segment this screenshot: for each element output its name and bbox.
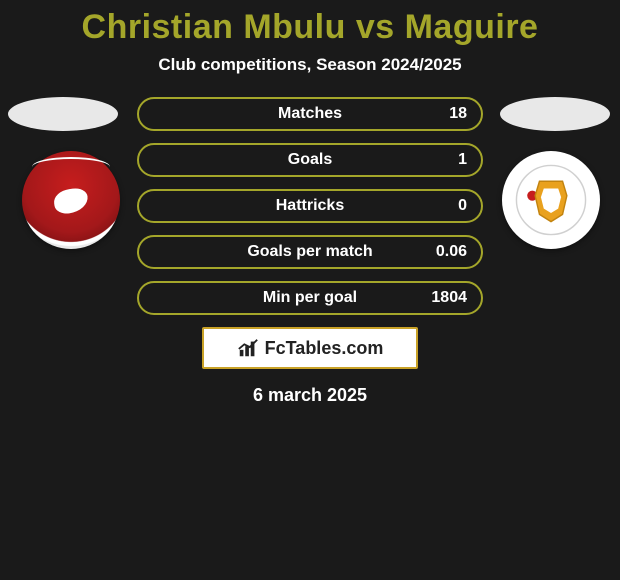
- player-right-oval: [500, 97, 610, 131]
- stat-label: Goals: [139, 151, 481, 169]
- stat-row: Goals1: [137, 143, 483, 177]
- stat-row: Matches18: [137, 97, 483, 131]
- comparison-title: Christian Mbulu vs Maguire: [0, 0, 620, 47]
- stat-label: Goals per match: [139, 243, 481, 261]
- comparison-date: 6 march 2025: [0, 385, 620, 406]
- watermark-text: FcTables.com: [265, 338, 384, 359]
- watermark: FcTables.com: [202, 327, 418, 369]
- stat-row: Goals per match0.06: [137, 235, 483, 269]
- stat-value-right: 1804: [431, 289, 467, 307]
- club-badge-right: [502, 151, 600, 249]
- content-area: Matches18 Goals1 Hattricks0 Goals per match…: [0, 97, 620, 406]
- stat-rows: Matches18 Goals1 Hattricks0 Goals per match…: [137, 97, 483, 315]
- stat-label: Hattricks: [139, 197, 481, 215]
- stat-row: Min per goal1804: [137, 281, 483, 315]
- stat-label: Min per goal: [139, 289, 481, 307]
- stat-label: Matches: [139, 105, 481, 123]
- stat-value-right: 0.06: [436, 243, 467, 261]
- stat-value-right: 18: [449, 105, 467, 123]
- club-badge-right-emblem: [515, 164, 587, 236]
- comparison-subtitle: Club competitions, Season 2024/2025: [0, 55, 620, 75]
- club-badge-left: [22, 151, 120, 249]
- player-left-oval: [8, 97, 118, 131]
- stat-value-right: 0: [458, 197, 467, 215]
- stat-row: Hattricks0: [137, 189, 483, 223]
- stat-value-right: 1: [458, 151, 467, 169]
- club-badge-left-emblem: [52, 187, 89, 215]
- bar-chart-icon: [237, 337, 259, 359]
